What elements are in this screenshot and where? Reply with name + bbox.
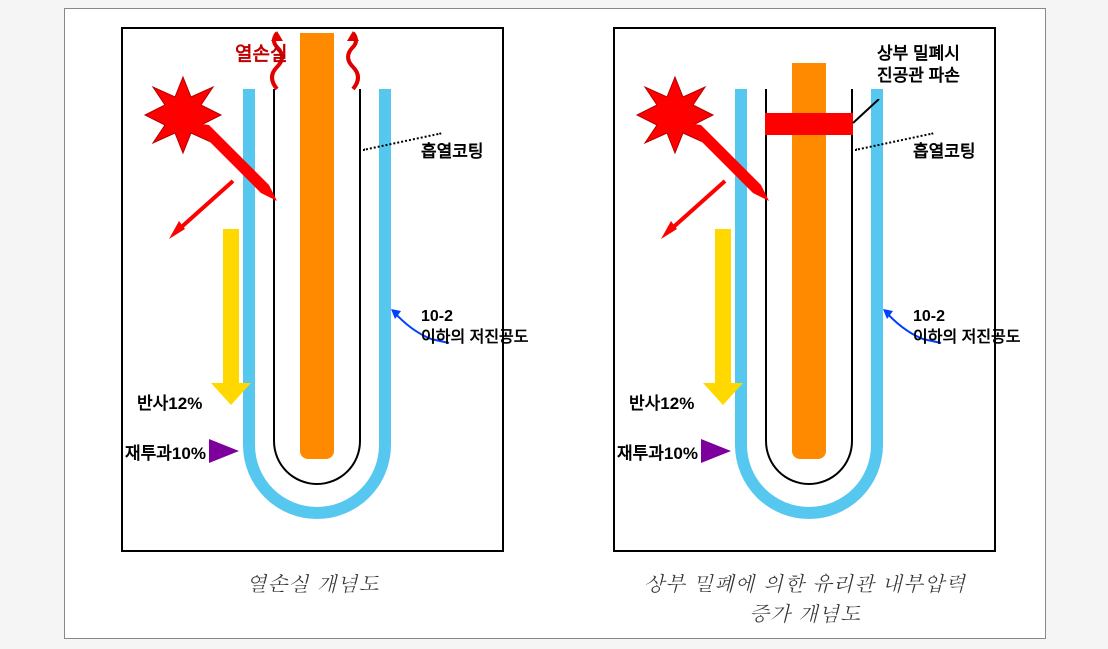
caption-right: 상부 밀폐에 의한 유리관 내부압력 증가 개념도 <box>577 567 1032 627</box>
callout-seal-line <box>851 99 881 125</box>
coating-label: 흡열코팅 <box>421 137 484 162</box>
heat-loss-label: 열손실 <box>235 39 287 66</box>
vacuum-label: 10-2 이하의 저진공도 <box>421 307 529 349</box>
caption-left: 열손실 개념도 <box>121 567 504 597</box>
reflect-label: 반사12% <box>629 389 694 414</box>
panel-sealed-top: 상부 밀폐시 진공관 파손 반사12% 재투과10% 흡열코팅 <box>613 27 996 552</box>
figure-frame: 열손실 반사12% 재투과10% 흡열코팅 <box>64 8 1046 639</box>
heat-wave-icon <box>335 31 375 91</box>
retrans-arrow-icon <box>701 439 731 463</box>
heatpipe <box>300 33 334 459</box>
reflect-arrow-tip <box>211 383 251 405</box>
coating-label: 흡열코팅 <box>913 137 976 162</box>
reflect-label: 반사12% <box>137 389 202 414</box>
panel-heat-loss: 열손실 반사12% 재투과10% 흡열코팅 <box>121 27 504 552</box>
retrans-label: 재투과10% <box>125 439 206 464</box>
reflect-arrow-body <box>715 229 731 389</box>
top-seal-label: 상부 밀폐시 진공관 파손 <box>877 43 960 87</box>
vacuum-label: 10-2 이하의 저진공도 <box>913 307 1021 349</box>
reflect-arrow-body <box>223 229 239 389</box>
retrans-arrow-icon <box>209 439 239 463</box>
retrans-label: 재투과10% <box>617 439 698 464</box>
reflect-arrow-tip <box>703 383 743 405</box>
seal-cap <box>765 113 853 135</box>
